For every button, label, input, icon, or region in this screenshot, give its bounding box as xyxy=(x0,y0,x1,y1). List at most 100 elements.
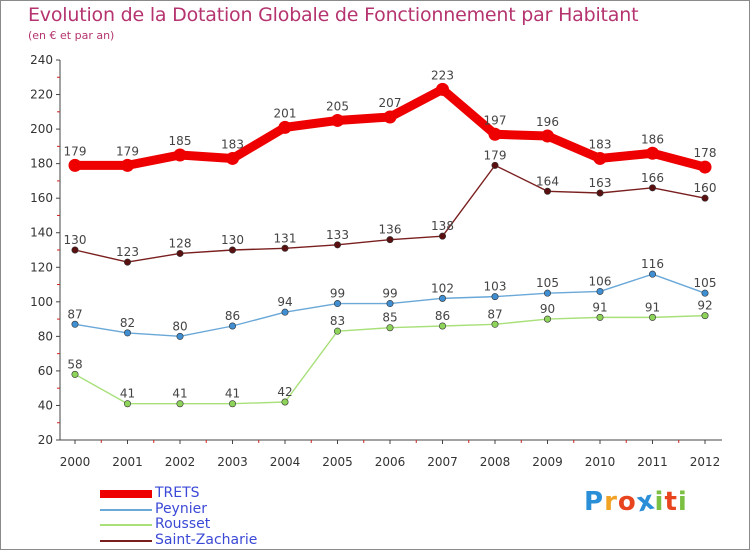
data-label-saint-zacharie: 138 xyxy=(431,219,454,233)
logo-letter: i xyxy=(677,487,688,517)
data-point-saint-zacharie xyxy=(543,187,551,195)
data-point-trets xyxy=(226,151,239,165)
y-tick-label: 140 xyxy=(30,226,53,240)
logo-letter: t xyxy=(664,487,678,517)
y-tick-label: 220 xyxy=(30,88,53,102)
logo-letter: P xyxy=(584,487,605,517)
data-point-trets xyxy=(436,82,449,96)
data-label-peynier: 99 xyxy=(382,287,397,301)
data-label-trets: 179 xyxy=(116,144,139,158)
data-label-peynier: 116 xyxy=(641,257,664,271)
data-point-trets xyxy=(383,110,397,124)
data-label-trets: 186 xyxy=(641,132,664,146)
x-tick-label: 2002 xyxy=(165,455,196,469)
data-point-saint-zacharie xyxy=(124,258,132,266)
data-label-trets: 205 xyxy=(326,99,349,113)
data-label-peynier: 99 xyxy=(330,287,345,301)
chart-title: Evolution de la Dotation Globale de Fonc… xyxy=(28,4,639,26)
data-point-saint-zacharie xyxy=(596,189,604,197)
data-point-peynier xyxy=(491,293,499,301)
y-tick-label: 200 xyxy=(30,122,53,136)
y-tick-label: 60 xyxy=(38,364,53,378)
data-label-rousset: 42 xyxy=(277,385,292,399)
data-point-saint-zacharie xyxy=(491,161,499,169)
data-label-rousset: 85 xyxy=(382,311,397,325)
legend-label: Rousset xyxy=(155,516,211,532)
data-label-rousset: 91 xyxy=(592,300,607,314)
x-tick-label: 2010 xyxy=(585,455,616,469)
x-tick-label: 2011 xyxy=(637,455,668,469)
data-point-peynier xyxy=(438,294,446,302)
x-tick-label: 2004 xyxy=(270,455,301,469)
data-label-peynier: 86 xyxy=(225,309,240,323)
y-tick-label: 160 xyxy=(30,191,53,205)
data-point-peynier xyxy=(71,320,79,328)
chart-subtitle: (en € et par an) xyxy=(28,29,115,42)
data-label-saint-zacharie: 136 xyxy=(379,223,402,237)
x-tick-label: 2007 xyxy=(427,455,458,469)
data-point-rousset xyxy=(229,400,237,408)
data-point-peynier xyxy=(596,287,604,295)
data-point-rousset xyxy=(176,400,184,408)
data-point-peynier xyxy=(386,300,394,308)
data-point-trets xyxy=(173,148,187,162)
legend-swatch xyxy=(100,490,152,498)
data-point-trets xyxy=(488,127,502,141)
legend-label: TRETS xyxy=(155,485,200,501)
data-label-trets: 196 xyxy=(536,115,559,129)
y-tick-label: 40 xyxy=(38,398,53,412)
data-label-peynier: 87 xyxy=(67,307,82,321)
logo-letter: r xyxy=(604,487,618,517)
data-label-rousset: 41 xyxy=(225,387,240,401)
data-point-trets xyxy=(121,158,134,172)
data-point-trets xyxy=(698,160,712,174)
data-point-saint-zacharie xyxy=(229,246,237,254)
data-point-saint-zacharie xyxy=(438,232,446,240)
data-label-rousset: 83 xyxy=(330,314,345,328)
legend-label: Peynier xyxy=(155,500,207,517)
data-label-trets: 197 xyxy=(484,113,507,127)
data-label-trets: 183 xyxy=(589,137,612,151)
data-label-saint-zacharie: 164 xyxy=(536,174,559,188)
data-label-rousset: 41 xyxy=(120,387,135,401)
data-label-peynier: 82 xyxy=(120,316,135,330)
data-label-saint-zacharie: 130 xyxy=(221,233,244,247)
legend-label: Saint-Zacharie xyxy=(155,531,258,548)
y-tick-label: 180 xyxy=(30,157,53,171)
data-label-trets: 179 xyxy=(64,144,87,158)
data-point-peynier xyxy=(176,332,184,340)
data-point-rousset xyxy=(648,313,656,321)
data-point-saint-zacharie xyxy=(386,236,394,244)
data-label-saint-zacharie: 130 xyxy=(64,233,87,247)
data-point-trets xyxy=(593,151,607,165)
y-tick-label: 20 xyxy=(38,433,53,447)
data-point-peynier xyxy=(333,300,341,308)
data-point-trets xyxy=(541,129,554,143)
data-label-saint-zacharie: 179 xyxy=(484,148,507,162)
data-label-trets: 223 xyxy=(431,68,454,82)
logo-letter: i xyxy=(654,487,665,517)
data-point-peynier xyxy=(701,289,709,297)
data-point-rousset xyxy=(124,400,132,408)
y-tick-label: 80 xyxy=(38,329,53,343)
data-point-rousset xyxy=(333,327,341,335)
data-point-rousset xyxy=(386,324,394,332)
data-label-rousset: 87 xyxy=(487,307,502,321)
legend-swatch xyxy=(100,524,152,526)
x-tick-label: 2001 xyxy=(112,455,143,469)
data-label-saint-zacharie: 133 xyxy=(326,228,349,242)
data-label-trets: 201 xyxy=(274,106,297,120)
x-tick-label: 2012 xyxy=(690,455,721,469)
data-label-trets: 207 xyxy=(379,96,402,110)
data-label-rousset: 58 xyxy=(67,357,82,371)
data-point-peynier xyxy=(543,289,551,297)
x-tick-label: 2009 xyxy=(532,455,563,469)
data-label-peynier: 103 xyxy=(484,280,507,294)
y-tick-label: 120 xyxy=(30,260,53,274)
data-label-trets: 183 xyxy=(221,137,244,151)
data-point-rousset xyxy=(71,370,79,378)
data-label-saint-zacharie: 160 xyxy=(694,181,717,195)
data-point-trets xyxy=(278,120,292,134)
